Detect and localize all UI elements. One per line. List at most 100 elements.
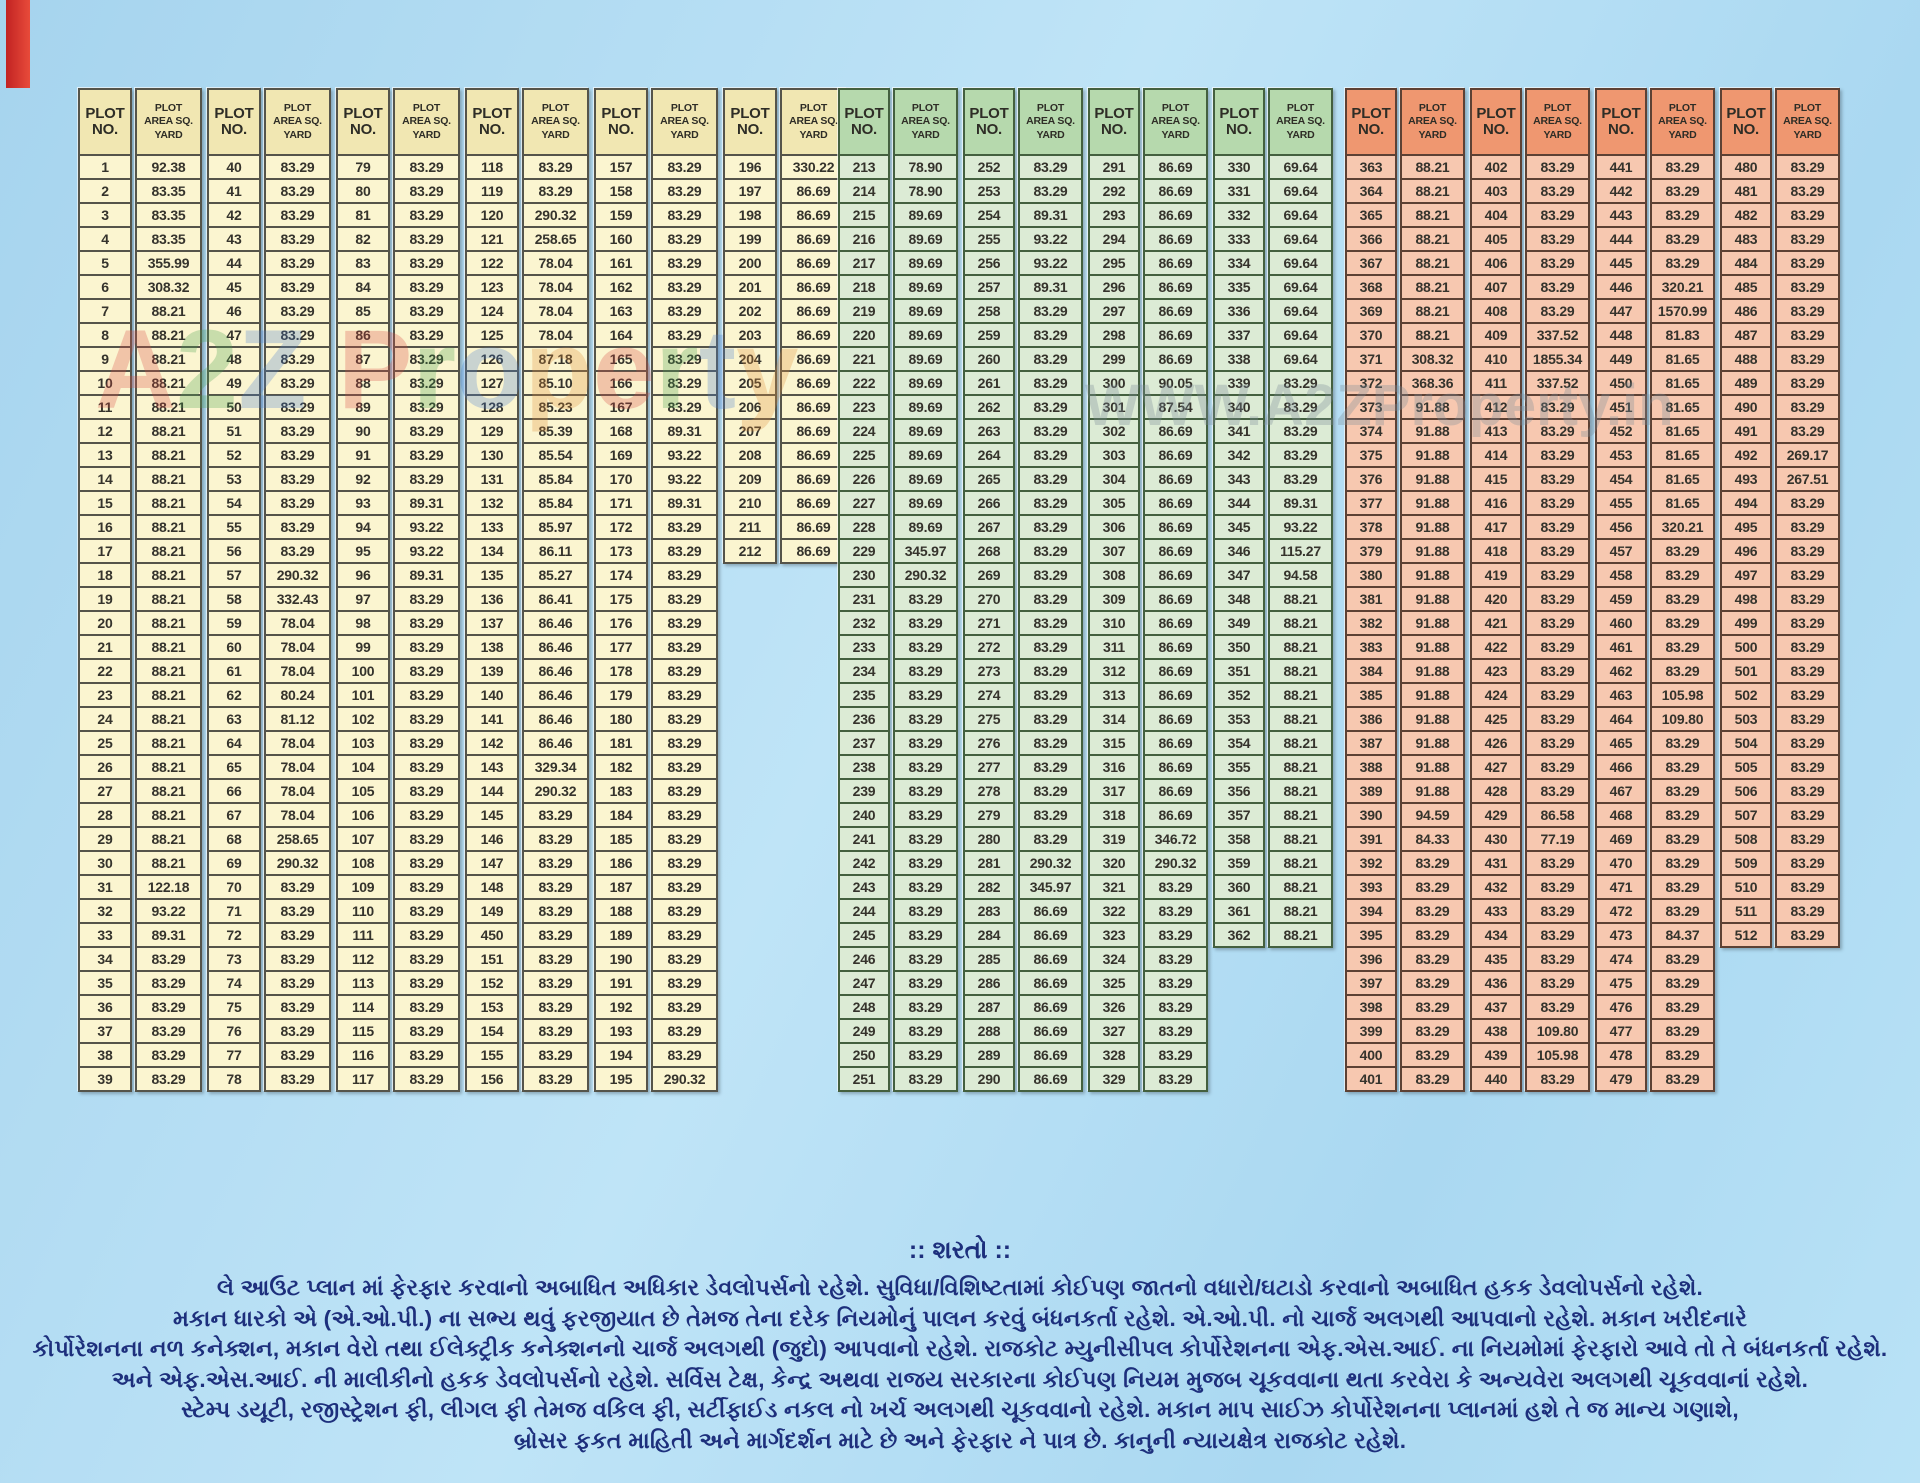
plot-no-cell: 236 (838, 706, 890, 732)
plot-no-cell: 426 (1470, 730, 1522, 756)
plot-no-cell: 175 (594, 586, 648, 612)
plot-area-cell: 83.29 (1525, 178, 1590, 204)
plot-area-column: PLOT AREA SQ. YARD 83.29 83.29 83.29 83.29 83… (1525, 88, 1590, 1092)
plot-no-cell: 231 (838, 586, 890, 612)
plot-area-cell: 88.21 (135, 298, 202, 324)
plot-no-cell: 452 (1595, 418, 1647, 444)
plot-area-cell: 83.29 (264, 442, 331, 468)
plot-area-cell: 86.69 (1018, 970, 1083, 996)
plot-area-cell: 88.21 (1268, 850, 1333, 876)
plot-area-cell: 83.29 (893, 874, 958, 900)
plot-no-cell: 440 (1470, 1066, 1522, 1092)
plot-no-cell: 75 (207, 994, 261, 1020)
plot-area-cell: 83.29 (522, 898, 589, 924)
plot-area-cell: 86.69 (1143, 274, 1208, 300)
plot-no-header: PLOT NO. (465, 88, 519, 156)
plot-no-cell: 103 (336, 730, 390, 756)
plot-no-cell: 303 (1088, 442, 1140, 468)
plot-area-cell: 320.21 (1650, 274, 1715, 300)
plot-no-cell: 461 (1595, 634, 1647, 660)
plot-column-pair: PLOT NO. 291 292 293 294 295 296 297 298 299 300 30… (1088, 88, 1208, 1092)
plot-area-cell: 290.32 (651, 1066, 718, 1092)
plot-area-cell: 83.29 (651, 682, 718, 708)
plot-no-header: PLOT NO. (336, 88, 390, 156)
plot-area-cell: 89.69 (893, 250, 958, 276)
plot-no-cell: 123 (465, 274, 519, 300)
plot-no-header: PLOT NO. (963, 88, 1015, 156)
plot-area-cell: 88.21 (1268, 874, 1333, 900)
plot-area-cell: 83.29 (1400, 1066, 1465, 1092)
plot-area-cell: 86.69 (1143, 586, 1208, 612)
plot-area-cell: 83.29 (1018, 658, 1083, 684)
plot-area-cell: 105.98 (1650, 682, 1715, 708)
plot-area-cell: 83.29 (264, 346, 331, 372)
plot-area-cell: 88.21 (1268, 634, 1333, 660)
plot-no-cell: 309 (1088, 586, 1140, 612)
plot-no-header: PLOT NO. (1595, 88, 1647, 156)
plot-no-cell: 477 (1595, 1018, 1647, 1044)
plot-area-column: PLOT AREA SQ. YARD 78.90 78.90 89.69 89.69 89… (893, 88, 958, 1092)
plot-no-cell: 181 (594, 730, 648, 756)
plot-no-cell: 228 (838, 514, 890, 540)
plot-area-cell: 78.04 (522, 274, 589, 300)
plot-no-cell: 187 (594, 874, 648, 900)
plot-area-cell: 83.29 (651, 634, 718, 660)
plot-no-cell: 45 (207, 274, 261, 300)
plot-no-cell: 288 (963, 1018, 1015, 1044)
plot-area-cell: 86.69 (1143, 730, 1208, 756)
plot-area-header: PLOT AREA SQ. YARD (522, 88, 589, 156)
plot-area-cell: 83.29 (393, 730, 460, 756)
plot-area-cell: 83.29 (651, 658, 718, 684)
plot-area-cell: 88.21 (1268, 802, 1333, 828)
plot-no-cell: 352 (1213, 682, 1265, 708)
plot-area-cell: 88.21 (1400, 202, 1465, 228)
plot-area-cell: 91.88 (1400, 562, 1465, 588)
plot-area-cell: 83.29 (893, 826, 958, 852)
plot-area-cell: 290.32 (264, 850, 331, 876)
plot-no-cell: 11 (78, 394, 132, 420)
plot-area-cell: 83.29 (1525, 658, 1590, 684)
plot-area-cell: 85.54 (522, 442, 589, 468)
plot-no-cell: 171 (594, 490, 648, 516)
plot-area-header: PLOT AREA SQ. YARD (780, 88, 847, 156)
plot-table-green: PLOT NO. 213 214 215 216 217 218 219 220 221 222 22… (838, 88, 1338, 1092)
plot-area-cell: 86.69 (1143, 562, 1208, 588)
plot-area-cell: 83.29 (522, 850, 589, 876)
plot-area-cell: 83.29 (1525, 250, 1590, 276)
plot-area-cell: 88.21 (135, 442, 202, 468)
plot-no-cell: 2 (78, 178, 132, 204)
plot-area-cell: 86.69 (1143, 682, 1208, 708)
plot-area-cell: 89.69 (893, 418, 958, 444)
plot-no-cell: 100 (336, 658, 390, 684)
plot-no-cell: 211 (723, 514, 777, 540)
plot-area-cell: 86.69 (1018, 898, 1083, 924)
plot-no-cell: 174 (594, 562, 648, 588)
plot-no-cell: 327 (1088, 1018, 1140, 1044)
plot-no-cell: 324 (1088, 946, 1140, 972)
plot-no-cell: 290 (963, 1066, 1015, 1092)
plot-no-cell: 213 (838, 154, 890, 180)
plot-area-cell: 83.29 (1775, 802, 1840, 828)
plot-no-cell: 184 (594, 802, 648, 828)
plot-area-cell: 83.29 (1143, 994, 1208, 1020)
plot-area-cell: 329.34 (522, 754, 589, 780)
plot-no-cell: 21 (78, 634, 132, 660)
plot-area-cell: 89.69 (893, 298, 958, 324)
plot-area-cell: 83.29 (522, 178, 589, 204)
plot-no-cell: 261 (963, 370, 1015, 396)
plot-area-cell: 89.69 (893, 514, 958, 540)
plot-no-cell: 161 (594, 250, 648, 276)
plot-area-cell: 83.29 (1018, 562, 1083, 588)
plot-area-cell: 83.29 (1525, 538, 1590, 564)
plot-no-cell: 22 (78, 658, 132, 684)
plot-no-cell: 27 (78, 778, 132, 804)
plot-area-cell: 83.29 (264, 394, 331, 420)
plot-no-cell: 222 (838, 370, 890, 396)
plot-area-cell: 308.32 (1400, 346, 1465, 372)
plot-area-cell: 93.22 (393, 538, 460, 564)
plot-no-cell: 73 (207, 946, 261, 972)
plot-area-cell: 83.29 (1775, 850, 1840, 876)
plot-area-column: PLOT AREA SQ. YARD 83.29 83.29 89.31 93.22 93… (1018, 88, 1083, 1092)
plot-area-cell: 83.29 (1525, 226, 1590, 252)
plot-no-cell: 321 (1088, 874, 1140, 900)
